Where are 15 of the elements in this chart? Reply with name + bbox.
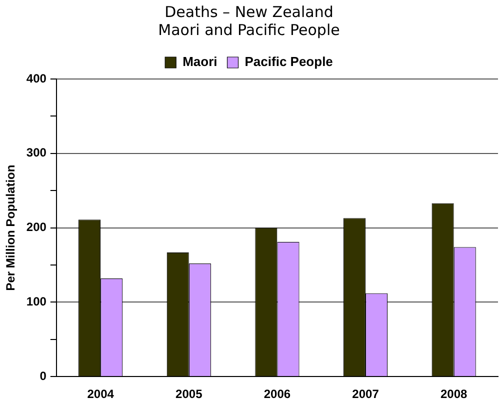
y-tick-label: 0 bbox=[40, 368, 47, 383]
legend-label: Pacific People bbox=[244, 54, 333, 70]
x-tick-label: 2008 bbox=[440, 387, 468, 402]
y-tick-label: 100 bbox=[26, 294, 47, 309]
x-tick-label: 2005 bbox=[176, 387, 203, 402]
text: Maori and Pacific People bbox=[158, 20, 340, 39]
y-tick-label: 400 bbox=[26, 71, 47, 86]
legend-label: Maori bbox=[182, 54, 218, 70]
x-tick-label: 2006 bbox=[264, 387, 291, 402]
x-tick-label: 2007 bbox=[352, 387, 380, 402]
y-tick-label: 200 bbox=[26, 220, 47, 234]
y-axis-title: Per Million Population bbox=[4, 164, 18, 291]
y-tick-label: 300 bbox=[26, 146, 47, 160]
text: Deaths – New Zealand bbox=[164, 2, 334, 21]
x-tick-label: 2004 bbox=[87, 387, 114, 402]
